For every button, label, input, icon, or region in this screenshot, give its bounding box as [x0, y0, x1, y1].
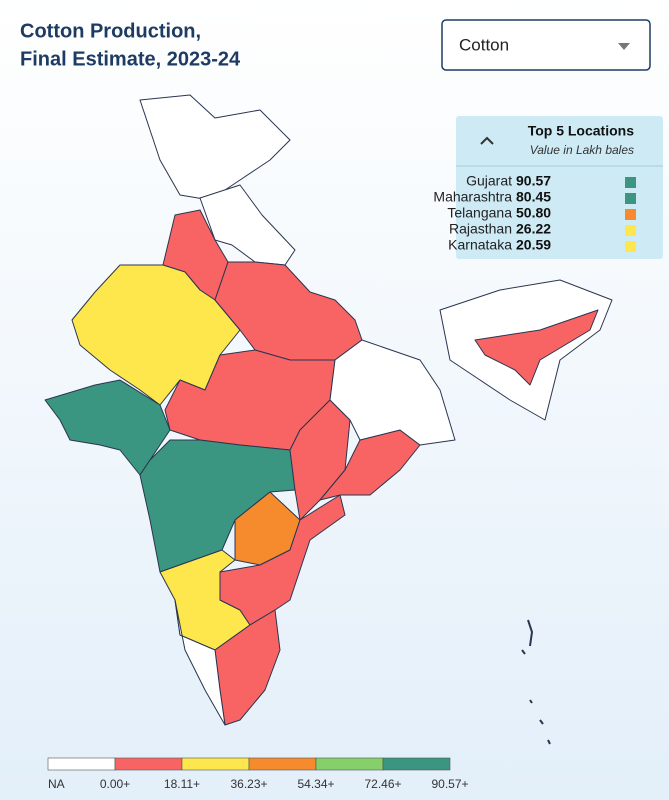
- dropdown[interactable]: Cotton: [441, 19, 651, 71]
- title-line: Cotton Production,: [20, 20, 201, 42]
- location-name: Rajasthan: [449, 221, 512, 237]
- location-value: 20.59: [516, 237, 551, 253]
- top-locations-panel: Top 5 Locations Value in Lakh bales Guja…: [433, 116, 663, 259]
- legend-label: 72.46+: [364, 777, 401, 791]
- location-value: 90.57: [516, 173, 551, 189]
- panel-subtitle: Value in Lakh bales: [530, 143, 634, 157]
- legend-label: 0.00+: [100, 777, 130, 791]
- location-swatch: [625, 193, 636, 204]
- title-line: Final Estimate, 2023-24: [20, 48, 241, 70]
- state: [474, 309, 599, 386]
- location-value: 50.80: [516, 205, 551, 221]
- legend-label: 54.34+: [297, 777, 334, 791]
- collapse-icon[interactable]: [480, 136, 494, 145]
- panel-box: [456, 116, 663, 259]
- legend-label: 18.11+: [164, 777, 200, 791]
- location-name: Maharashtra: [433, 189, 512, 205]
- legend-label: NA: [48, 777, 65, 791]
- dropdown-arrow[interactable]: [618, 43, 630, 50]
- dropdown-box[interactable]: [441, 19, 651, 71]
- location-swatch: [625, 177, 636, 188]
- state: [174, 599, 226, 726]
- legend-swatch: [248, 757, 317, 771]
- legend-swatch: [315, 757, 384, 771]
- location-swatch: [625, 241, 636, 252]
- legend-swatch: [181, 757, 250, 771]
- location-value: 26.22: [516, 221, 551, 237]
- location-swatch: [625, 209, 636, 220]
- state: [329, 339, 456, 446]
- location-swatch: [625, 225, 636, 236]
- location-name: Telangana: [447, 205, 512, 221]
- legend-swatch: [47, 757, 116, 771]
- location-name: Gujarat: [466, 173, 512, 189]
- dropdown-value[interactable]: Cotton: [459, 35, 509, 54]
- legend: NA 0.00+ 18.11+ 36.23+ 54.34+ 72.46+ 90.57+: [47, 757, 469, 791]
- location-name: Karnataka: [448, 237, 512, 253]
- legend-swatch: [114, 757, 183, 771]
- panel-title: Top 5 Locations: [528, 123, 635, 139]
- state: [219, 494, 346, 626]
- legend-label: 90.57+: [431, 777, 468, 791]
- legend-swatch: [382, 757, 451, 771]
- india-map: [44, 94, 613, 745]
- state: [139, 94, 291, 201]
- islands: [521, 619, 551, 745]
- location-value: 80.45: [516, 189, 551, 205]
- legend-label: 36.23+: [230, 777, 267, 791]
